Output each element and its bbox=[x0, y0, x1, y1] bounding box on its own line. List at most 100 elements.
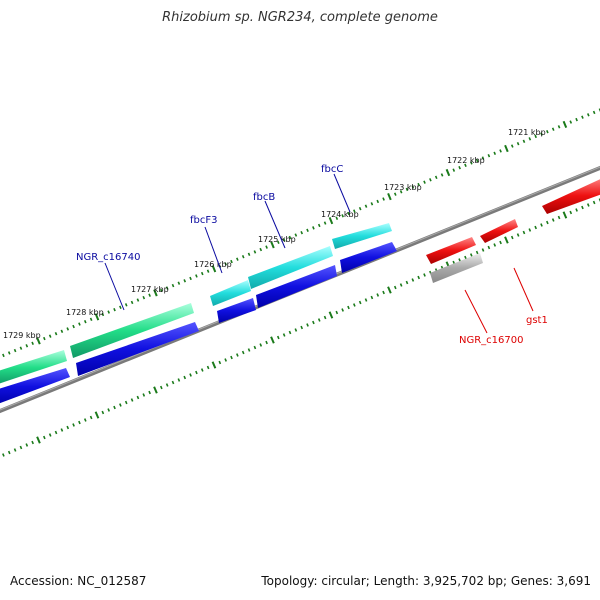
minor-tick bbox=[2, 353, 5, 358]
minor-tick bbox=[399, 190, 403, 194]
upper-tick-ring bbox=[2, 108, 600, 358]
kbp-label: 1725 kbp bbox=[258, 235, 296, 244]
gene-NGR_c16700-red-bar[interactable] bbox=[426, 237, 476, 264]
gene-label-fbcC[interactable]: fbcC bbox=[321, 164, 343, 175]
gene-right-edge-bar[interactable] bbox=[542, 177, 600, 214]
gene-gst1-bar[interactable] bbox=[480, 219, 518, 243]
minor-tick bbox=[294, 328, 298, 332]
minor-tick bbox=[300, 325, 304, 330]
minor-tick bbox=[551, 127, 555, 131]
gene-label-fbcB[interactable]: fbcB bbox=[253, 192, 275, 203]
minor-tick bbox=[230, 355, 233, 360]
minor-tick bbox=[323, 221, 327, 225]
gene-fbcB-bar[interactable] bbox=[248, 246, 333, 289]
cds-fbcC[interactable] bbox=[340, 242, 397, 273]
major-tick bbox=[94, 313, 100, 321]
minor-tick bbox=[48, 433, 52, 437]
minor-tick bbox=[253, 345, 257, 350]
cds-left-edge[interactable] bbox=[0, 368, 70, 405]
minor-tick bbox=[282, 333, 286, 337]
minor-tick bbox=[7, 351, 11, 355]
kbp-label: 1723 kbp bbox=[384, 183, 422, 192]
minor-tick bbox=[569, 120, 573, 124]
minor-tick bbox=[358, 300, 362, 305]
minor-tick bbox=[119, 305, 122, 309]
major-tick bbox=[562, 120, 568, 129]
minor-tick bbox=[335, 216, 339, 220]
minor-tick bbox=[581, 115, 584, 119]
minor-tick bbox=[25, 344, 29, 348]
major-tick bbox=[36, 436, 41, 444]
minor-tick bbox=[347, 211, 350, 216]
minor-tick bbox=[259, 247, 263, 252]
minor-tick bbox=[499, 240, 502, 245]
major-tick bbox=[328, 311, 334, 319]
cds-fbcF3[interactable] bbox=[217, 298, 256, 323]
minor-tick bbox=[288, 235, 292, 240]
minor-tick bbox=[78, 420, 81, 425]
minor-tick bbox=[177, 378, 181, 382]
minor-tick bbox=[592, 110, 596, 115]
minor-tick bbox=[78, 322, 81, 326]
minor-tick bbox=[522, 139, 526, 143]
minor-tick bbox=[160, 288, 163, 293]
minor-tick bbox=[481, 248, 485, 252]
minor-tick bbox=[200, 368, 204, 372]
leader-NGR_c16740 bbox=[104, 262, 125, 311]
minor-tick bbox=[247, 252, 251, 257]
minor-tick bbox=[440, 173, 444, 177]
gene-left-edge-bar[interactable] bbox=[0, 350, 67, 385]
minor-tick bbox=[177, 281, 181, 285]
minor-tick bbox=[364, 204, 368, 208]
minor-tick bbox=[54, 430, 58, 435]
major-tick bbox=[328, 217, 334, 225]
minor-tick bbox=[54, 332, 58, 336]
minor-tick bbox=[130, 398, 134, 402]
minor-tick bbox=[136, 395, 140, 400]
minor-tick bbox=[265, 245, 268, 249]
minor-tick bbox=[528, 137, 532, 141]
minor-tick bbox=[528, 228, 532, 232]
minor-tick bbox=[323, 315, 327, 320]
minor-tick bbox=[25, 443, 29, 447]
gene-label-fbcF3[interactable]: fbcF3 bbox=[190, 215, 217, 226]
minor-tick bbox=[200, 271, 204, 276]
minor-tick bbox=[464, 163, 467, 168]
minor-tick bbox=[551, 218, 555, 222]
cds-fbcB[interactable] bbox=[256, 265, 337, 308]
minor-tick bbox=[119, 403, 122, 407]
minor-tick bbox=[31, 440, 34, 445]
cds-NGR_c16740[interactable] bbox=[76, 322, 199, 376]
lower-tick-ring bbox=[2, 198, 600, 457]
minor-tick bbox=[189, 373, 192, 377]
minor-tick bbox=[493, 151, 497, 155]
minor-tick bbox=[312, 320, 315, 325]
accession-text: Accession: NC_012587 bbox=[10, 574, 147, 588]
minor-tick bbox=[540, 132, 543, 136]
gene-fbcC-bar[interactable] bbox=[332, 223, 392, 249]
major-tick bbox=[36, 337, 41, 345]
minor-tick bbox=[470, 161, 473, 165]
minor-tick bbox=[60, 329, 64, 334]
gene-NGR_c16740-bar[interactable] bbox=[70, 303, 194, 358]
minor-tick bbox=[171, 283, 175, 288]
gene-label-NGR_c16740[interactable]: NGR_c16740 bbox=[76, 252, 141, 263]
minor-tick bbox=[358, 206, 362, 211]
minor-tick bbox=[452, 168, 456, 172]
gene-label-gst1[interactable]: gst1 bbox=[526, 315, 548, 326]
minor-tick bbox=[253, 250, 257, 254]
minor-tick bbox=[13, 348, 17, 353]
minor-tick bbox=[522, 230, 526, 235]
gene-NGR_c16700-bar[interactable] bbox=[430, 253, 483, 283]
minor-tick bbox=[353, 209, 356, 213]
leader-fbcF3 bbox=[204, 226, 223, 274]
minor-tick bbox=[546, 220, 549, 225]
gene-label-NGR_c16700[interactable]: NGR_c16700 bbox=[459, 335, 524, 346]
gene-fbcF3-bar[interactable] bbox=[210, 280, 251, 306]
minor-tick bbox=[107, 310, 110, 314]
map-title: Rhizobium sp. NGR234, complete genome bbox=[162, 10, 438, 25]
minor-tick bbox=[282, 238, 286, 242]
minor-tick bbox=[469, 253, 473, 257]
minor-tick bbox=[60, 428, 64, 432]
major-tick bbox=[153, 386, 158, 394]
